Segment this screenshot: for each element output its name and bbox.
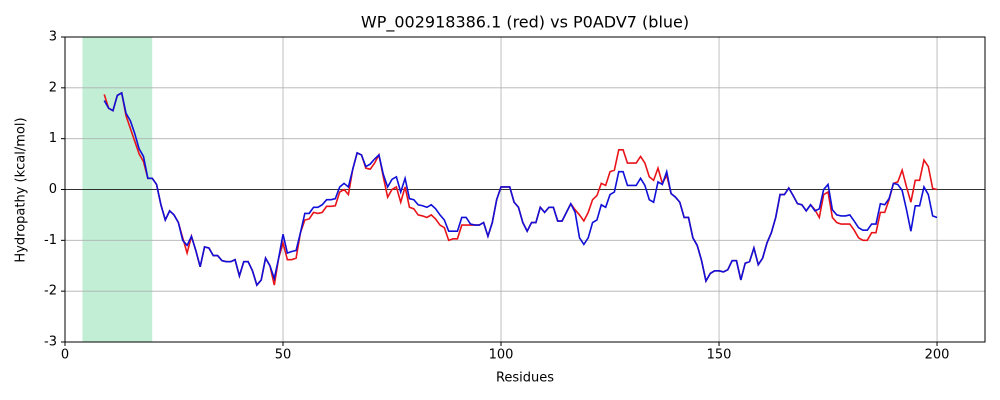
- y-tick-label: -2: [44, 284, 57, 299]
- y-tick-label: -1: [44, 233, 57, 248]
- x-tick-label: 150: [707, 348, 732, 363]
- plot-frame: [64, 36, 986, 343]
- y-axis-label: Hydropathy (kcal/mol): [14, 117, 29, 262]
- y-tick-label: -3: [44, 335, 57, 350]
- y-tick-label: 0: [49, 182, 57, 197]
- chart-title: WP_002918386.1 (red) vs P0ADV7 (blue): [361, 13, 689, 33]
- y-tick-label: 3: [49, 30, 57, 45]
- y-tick-label: 1: [49, 131, 57, 146]
- x-axis-label: Residues: [496, 371, 554, 386]
- x-tick-label: 200: [925, 348, 950, 363]
- x-tick-label: 0: [61, 348, 69, 363]
- y-tick-label: 2: [49, 80, 57, 95]
- x-tick-label: 100: [489, 348, 514, 363]
- x-tick-label: 50: [275, 348, 292, 363]
- data-line: [103, 91, 938, 287]
- data-line: [103, 91, 938, 287]
